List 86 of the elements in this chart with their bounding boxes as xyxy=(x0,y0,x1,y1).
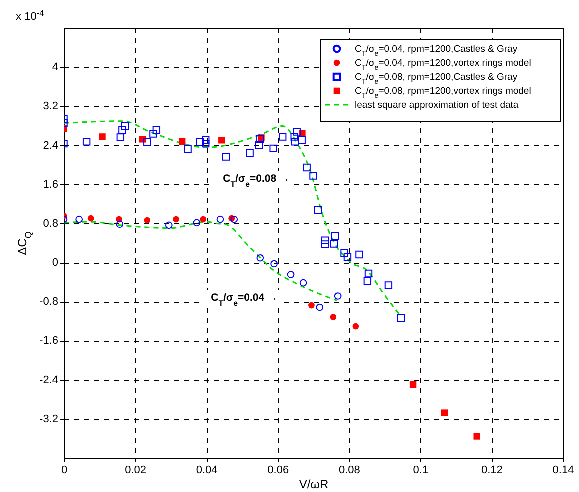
point xyxy=(321,240,330,248)
point xyxy=(474,433,480,440)
point xyxy=(202,136,210,144)
point xyxy=(310,172,318,180)
y-tick-label: 3.2 xyxy=(43,100,58,113)
point xyxy=(200,216,207,223)
x-axis-title: V/ωR xyxy=(299,478,330,492)
point xyxy=(352,323,360,330)
text: x 10$^{-4}$ xyxy=(16,8,45,23)
point xyxy=(88,215,94,222)
legend-label: C$_{T}$/σ$_{e}$=0.08, rpm=1200,vortex rings model xyxy=(355,86,532,100)
point xyxy=(316,304,324,312)
y-tick-label: -2.4 xyxy=(40,374,58,386)
point xyxy=(178,138,186,146)
point xyxy=(150,130,158,138)
x-tick-label: 0.1 xyxy=(413,464,429,476)
point xyxy=(364,270,373,278)
point xyxy=(384,282,393,290)
point xyxy=(184,145,192,154)
point xyxy=(173,216,180,223)
x-tick-label: 0 xyxy=(61,464,68,476)
point xyxy=(255,141,264,150)
point xyxy=(321,236,330,244)
x-tick-label: 0.04 xyxy=(196,464,218,476)
point xyxy=(291,138,300,146)
point xyxy=(303,164,311,172)
point xyxy=(246,149,254,157)
point xyxy=(256,254,264,262)
point xyxy=(118,126,126,134)
point xyxy=(300,279,308,287)
y-tick-label: 1.6 xyxy=(43,178,58,191)
point xyxy=(330,240,338,248)
annotation: C$_{T}$/σ$_{e}$=0.08 → xyxy=(223,173,290,188)
point xyxy=(76,216,83,224)
point xyxy=(222,153,230,161)
point xyxy=(293,128,301,136)
point xyxy=(121,122,130,130)
y-tick-label: 0.8 xyxy=(43,218,58,230)
point xyxy=(196,138,204,146)
y-tick-label: -1.6 xyxy=(40,335,58,348)
point xyxy=(270,144,278,153)
point xyxy=(397,314,406,322)
point xyxy=(290,133,298,141)
point xyxy=(287,271,295,278)
point xyxy=(230,216,238,224)
y-tick-label: 4 xyxy=(52,62,58,74)
point xyxy=(116,220,124,228)
x-tick-label: 0.02 xyxy=(125,464,146,476)
point xyxy=(99,134,106,140)
point xyxy=(144,138,152,146)
point xyxy=(340,249,348,258)
point xyxy=(144,217,151,224)
point xyxy=(278,133,287,141)
point xyxy=(331,232,340,240)
legend-label: C$_{T}$/σ$_{e}$=0.04, rpm=1200,vortex rings model xyxy=(355,58,532,72)
point xyxy=(441,410,448,416)
point xyxy=(308,302,315,309)
point xyxy=(218,137,226,144)
point xyxy=(82,138,91,146)
x-tick-label: 0.08 xyxy=(338,464,360,476)
x-tick-label: 0.12 xyxy=(482,464,503,476)
legend-label: least square approximation of test data xyxy=(355,100,520,111)
point xyxy=(216,216,224,224)
annotation: C$_{T}$/σ$_{e}$=0.04 → xyxy=(211,292,278,308)
y-tick-label: -0.8 xyxy=(40,296,58,308)
point xyxy=(344,253,352,262)
point xyxy=(356,250,364,259)
point xyxy=(314,206,322,214)
point xyxy=(152,126,161,134)
point xyxy=(298,136,306,144)
point xyxy=(165,222,173,230)
point xyxy=(330,314,337,320)
y-tick-label: 0 xyxy=(52,257,58,270)
x-tick-label: 0.14 xyxy=(552,464,574,476)
point xyxy=(193,219,201,227)
point xyxy=(410,381,417,388)
legend-label: C$_{T}$/σ$_{e}$=0.04, rpm=1200,Castles & Gray xyxy=(355,44,518,58)
point xyxy=(202,140,210,148)
y-tick-label: 2.4 xyxy=(43,140,58,152)
point xyxy=(364,277,372,285)
legend-label: C$_{T}$/σ$_{e}$=0.08, rpm=1200,Castles & Gray xyxy=(355,72,518,86)
point xyxy=(270,260,278,268)
x-tick-label: 0.06 xyxy=(268,464,290,476)
y-tick-label: -3.2 xyxy=(40,413,58,426)
point xyxy=(116,134,125,142)
point xyxy=(334,292,342,300)
